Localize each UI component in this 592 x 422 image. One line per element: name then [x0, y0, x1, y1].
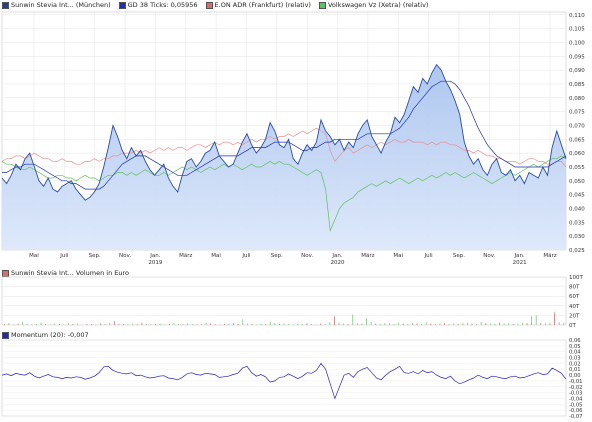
legend-item-sunwin: Sunwin Stevia Int... (München): [2, 1, 111, 9]
y-tick-label: 0,065: [569, 137, 585, 143]
x-tick-label: Jan.: [149, 253, 160, 259]
momentum-chart: 0,060,050,040,030,020,010,00-0,01-0,02-0…: [1, 338, 583, 420]
legend-swatch: [118, 1, 126, 9]
x-tick-label: Mai: [393, 253, 403, 259]
x-tick-label: Jan.: [331, 253, 342, 259]
series-line-0: [1, 63, 567, 201]
legend-swatch: [2, 331, 9, 339]
legend-label: Sunwin Stevia Int... Volumen in Euro: [11, 269, 129, 277]
y-tick-label: 0,01: [569, 367, 581, 373]
x-tick-label: Nov.: [119, 253, 131, 259]
y-tick-label: -0,06: [569, 408, 582, 414]
y-tick-label: 0,05: [569, 344, 581, 350]
y-tick-label: -0,03: [569, 391, 582, 397]
y-tick-label: 0,03: [569, 356, 581, 362]
year-label: 2020: [331, 260, 345, 266]
y-tick-label: 0,06: [569, 338, 581, 344]
y-tick-label: 20T: [569, 313, 580, 319]
y-tick-label: 0,035: [569, 220, 585, 226]
legend-label: Sunwin Stevia Int... (München): [11, 1, 111, 9]
y-tick-label: 0,105: [569, 27, 585, 33]
y-tick-label: 0,100: [569, 40, 585, 46]
y-tick-label: 0,055: [569, 165, 585, 171]
y-tick-label: 0,025: [569, 248, 585, 254]
x-tick-label: Mai: [211, 253, 221, 259]
legend-label: E.ON ADR (Frankfurt) (relativ): [214, 1, 311, 9]
y-tick-label: 0,045: [569, 193, 585, 199]
x-tick-label: Nov.: [483, 253, 495, 259]
x-tick-label: Juli: [59, 253, 69, 259]
y-tick-label: 0,080: [569, 96, 585, 102]
momentum-legend: Momentum (20): -0,007: [2, 331, 97, 339]
x-tick-label: März: [179, 253, 192, 259]
x-tick-label: Juli: [241, 253, 251, 259]
x-tick-label: Sep.: [271, 253, 283, 259]
y-tick-label: -0,02: [569, 385, 582, 391]
x-tick-label: Sep.: [89, 253, 101, 259]
series-line-2: [1, 127, 567, 168]
legend-swatch: [318, 1, 326, 9]
y-tick-label: -0,07: [569, 414, 582, 420]
year-label: 2021: [513, 260, 527, 266]
y-tick-label: 0T: [569, 323, 576, 328]
y-tick-label: 0,075: [569, 110, 585, 116]
y-tick-label: 0,050: [569, 179, 585, 185]
main-legend: Sunwin Stevia Int... (München) GD 38 Tic…: [2, 1, 436, 9]
plot-frame: [1, 339, 567, 417]
year-label: 2019: [148, 260, 162, 266]
legend-item-volume: Sunwin Stevia Int... Volumen in Euro: [2, 269, 129, 277]
legend-label: GD 38 Ticks: 0,05956: [127, 1, 198, 9]
y-tick-label: 100T: [569, 275, 583, 281]
y-tick-label: 0,040: [569, 206, 585, 212]
x-tick-label: März: [543, 253, 556, 259]
legend-swatch: [205, 1, 213, 9]
momentum-line: [1, 362, 567, 400]
y-tick-label: 0,030: [569, 234, 585, 240]
series-line-3: [1, 155, 567, 232]
y-tick-label: 0,095: [569, 54, 585, 60]
y-tick-label: 0,04: [569, 350, 581, 356]
y-tick-label: 40T: [569, 304, 580, 310]
price-chart: 0,110 0,105 0,100 0,095 0,090 0,085 0,080 0,075…: [1, 11, 585, 266]
y-tick-label: -0,01: [569, 379, 582, 385]
legend-label: Volkswagen Vz (Xetra) (relativ): [327, 1, 429, 9]
y-tick-label: 0,00: [569, 373, 581, 379]
legend-label: Momentum (20): -0,007: [11, 331, 89, 339]
y-tick-label: 0,090: [569, 68, 585, 74]
legend-item-vw: Volkswagen Vz (Xetra) (relativ): [318, 1, 429, 9]
legend-item-gd38: GD 38 Ticks: 0,05956: [118, 1, 198, 9]
y-tick-label: 60T: [569, 294, 580, 300]
volume-chart: 100T 80T 60T 40T 20T 0T: [1, 275, 583, 328]
price-area: [2, 64, 566, 250]
y-tick-label: 0,060: [569, 151, 585, 157]
legend-swatch: [2, 1, 9, 9]
y-tick-label: 0,085: [569, 82, 585, 88]
y-tick-label: 0,110: [569, 13, 585, 19]
y-tick-label: 0,02: [569, 361, 581, 367]
legend-item-momentum: Momentum (20): -0,007: [2, 331, 89, 339]
x-tick-label: Nov.: [301, 253, 313, 259]
volume-legend: Sunwin Stevia Int... Volumen in Euro: [2, 269, 137, 277]
x-tick-label: Sep.: [453, 253, 465, 259]
legend-swatch: [2, 269, 9, 277]
x-tick-label: Jan.: [514, 253, 525, 259]
y-tick-label: -0,05: [569, 402, 582, 408]
x-tick-label: März: [361, 253, 374, 259]
y-tick-label: 80T: [569, 285, 580, 291]
x-tick-label: Juli: [424, 253, 434, 259]
x-tick-label: Mai: [29, 253, 39, 259]
y-tick-label: -0,04: [569, 396, 583, 402]
y-tick-label: 0,070: [569, 123, 585, 129]
legend-item-eon: E.ON ADR (Frankfurt) (relativ): [205, 1, 311, 9]
plot-frame: [1, 276, 567, 326]
